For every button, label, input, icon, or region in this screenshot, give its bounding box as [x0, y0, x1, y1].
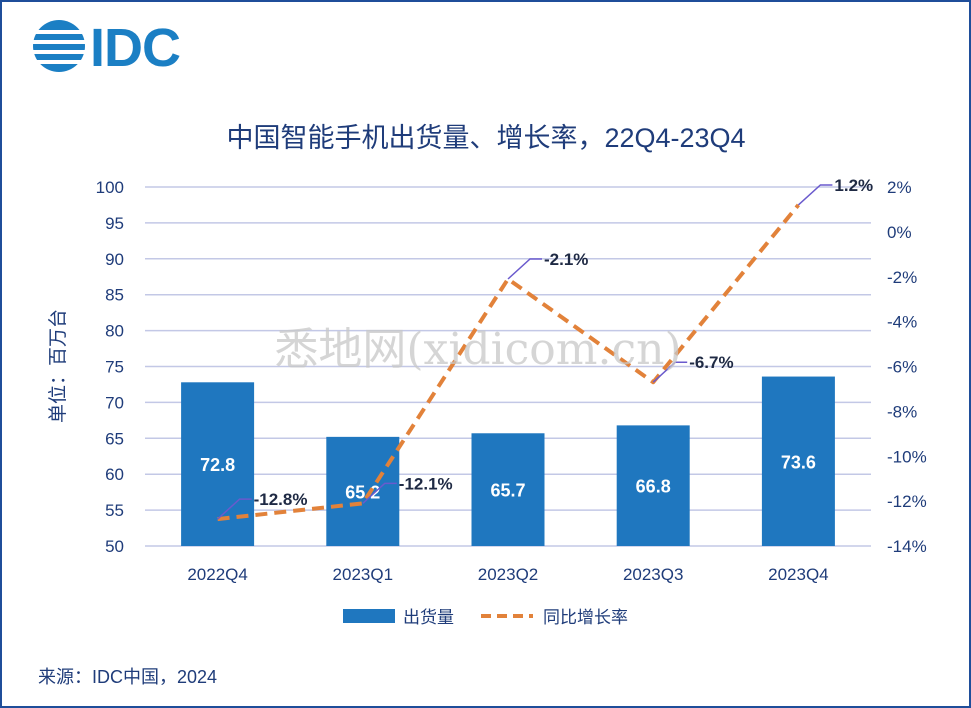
left-tick-label: 100 — [96, 178, 124, 197]
left-tick-label: 80 — [105, 322, 124, 341]
legend-label-shipments: 出货量 — [403, 608, 454, 627]
rate-label-leader — [797, 184, 833, 206]
rate-line — [217, 203, 800, 522]
category-label: 2022Q4 — [187, 565, 248, 584]
idc-logo: IDC — [31, 18, 181, 78]
legend: 出货量 同比增长率 — [343, 608, 628, 627]
right-tick-label: 0% — [887, 223, 912, 242]
rate-value-label: -12.8% — [254, 490, 308, 509]
left-tick-label: 75 — [105, 358, 124, 377]
right-axis-ticks: -14% -12% -10% -8% -6% -4% -2% 0% 2% — [887, 178, 927, 556]
right-tick-label: -4% — [887, 313, 917, 332]
legend-swatch-shipments — [343, 609, 395, 623]
bar — [616, 425, 690, 546]
rate-label-leader — [507, 258, 542, 280]
category-label: 2023Q3 — [623, 565, 684, 584]
globe-icon — [31, 20, 87, 72]
gridlines — [145, 186, 871, 547]
bar-series — [181, 376, 835, 546]
rate-label-leader — [362, 482, 397, 504]
left-tick-label: 55 — [105, 501, 124, 520]
left-tick-label: 85 — [105, 286, 124, 305]
right-tick-label: -12% — [887, 492, 927, 511]
left-tick-label: 70 — [105, 393, 124, 412]
rate-labels: -12.8% -12.1% -2.1% -6.7% 1.2% — [217, 176, 873, 520]
bar-value-label: 73.6 — [781, 452, 816, 472]
bar — [761, 376, 835, 546]
right-tick-label: -14% — [887, 537, 927, 556]
bar — [471, 433, 545, 546]
left-tick-label: 60 — [105, 465, 124, 484]
category-label: 2023Q4 — [768, 565, 829, 584]
right-tick-label: -6% — [887, 358, 917, 377]
logo-text: IDC — [90, 18, 180, 78]
left-axis-ticks: 50 55 60 65 70 75 80 85 90 95 100 — [96, 178, 124, 556]
bar-value-label: 65.2 — [345, 482, 380, 502]
rate-label-leader — [217, 498, 252, 520]
bar-labels: 72.8 65.2 65.7 66.8 73.6 — [200, 452, 816, 502]
left-tick-label: 50 — [105, 537, 124, 556]
left-tick-label: 90 — [105, 250, 124, 269]
category-labels: 2022Q4 2023Q1 2023Q2 2023Q3 2023Q4 — [187, 565, 828, 584]
bar-value-label: 72.8 — [200, 455, 235, 475]
left-tick-label: 95 — [105, 214, 124, 233]
rate-value-label: -2.1% — [544, 250, 588, 269]
bar-value-label: 66.8 — [636, 477, 671, 497]
left-tick-label: 65 — [105, 429, 124, 448]
bar-value-label: 65.7 — [490, 481, 525, 501]
category-label: 2023Q2 — [478, 565, 539, 584]
right-tick-label: 2% — [887, 178, 912, 197]
chart-title: 中国智能手机出货量、增长率，22Q4-23Q4 — [226, 123, 745, 153]
legend-label-growth: 同比增长率 — [543, 608, 628, 627]
rate-value-label: 1.2% — [834, 176, 873, 195]
right-tick-label: -2% — [887, 268, 917, 287]
source-note: 来源：IDC中国，2024 — [38, 667, 217, 687]
y-axis-label: 单位：百万台 — [47, 309, 69, 423]
rate-value-label: -6.7% — [689, 353, 733, 372]
right-tick-label: -8% — [887, 402, 917, 421]
rate-label-leader — [652, 361, 688, 383]
bar — [326, 436, 400, 546]
rate-series — [217, 203, 800, 522]
right-tick-label: -10% — [887, 447, 927, 466]
watermark: 悉地网(xidicom.cn) — [274, 324, 681, 375]
category-label: 2023Q1 — [333, 565, 394, 584]
rate-value-label: -12.1% — [399, 474, 453, 493]
